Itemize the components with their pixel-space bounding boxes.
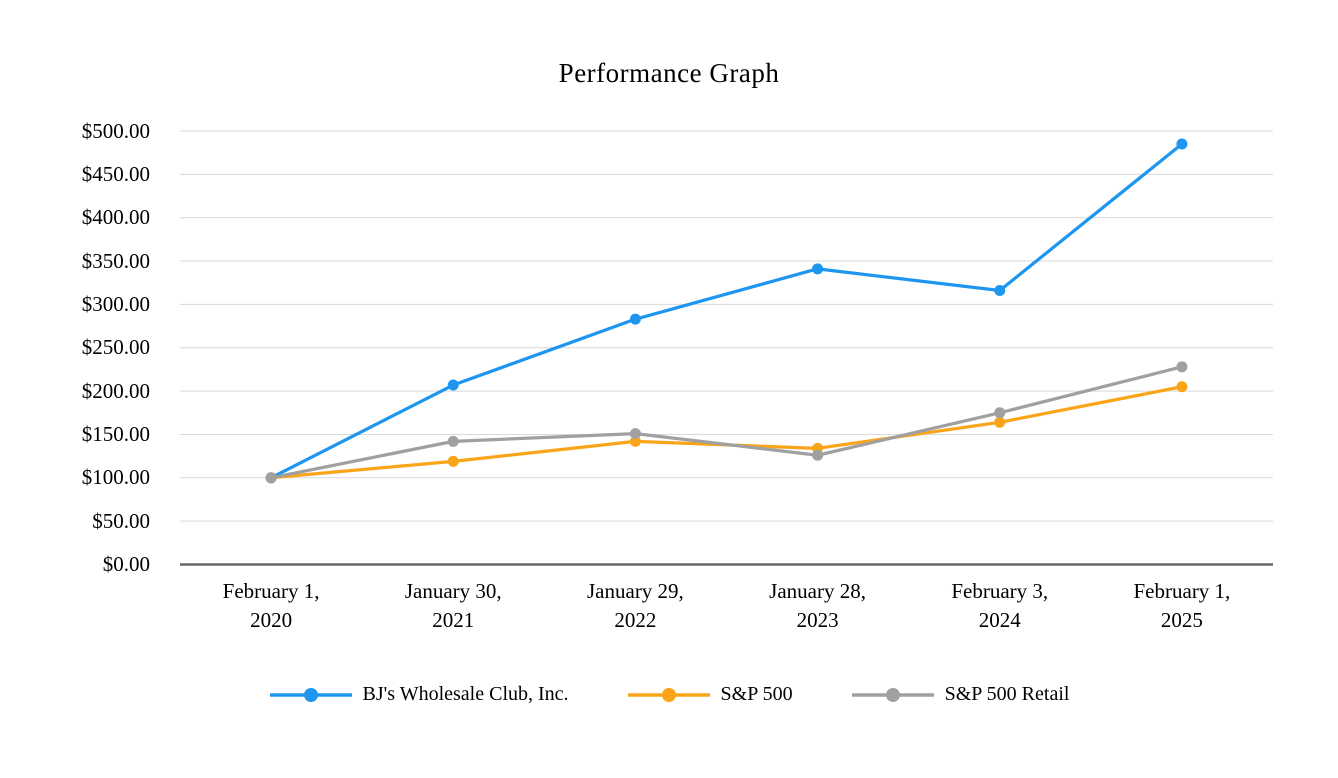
series-line-2 xyxy=(269,365,1184,480)
legend-label: S&P 500 Retail xyxy=(944,683,1070,705)
legend-label: BJ's Wholesale Club, Inc. xyxy=(362,683,569,705)
legend-item-sp500-retail: S&P 500 Retail xyxy=(851,683,1070,706)
data-point xyxy=(994,416,1006,428)
data-point xyxy=(812,449,824,461)
legend: BJ's Wholesale Club, Inc. S&P 500 S&P 50… xyxy=(0,683,1338,706)
data-point xyxy=(447,435,459,447)
data-point xyxy=(629,435,641,447)
data-point xyxy=(994,407,1006,419)
data-point xyxy=(1176,138,1188,150)
data-point xyxy=(812,263,824,275)
data-point xyxy=(1176,361,1188,373)
data-point xyxy=(1176,381,1188,393)
data-point xyxy=(447,455,459,467)
data-point xyxy=(629,428,641,440)
legend-marker-line-dot-icon xyxy=(269,687,352,702)
data-point xyxy=(994,285,1006,297)
legend-marker-line-dot-icon xyxy=(627,687,710,702)
chart-title: Performance Graph xyxy=(558,58,780,88)
data-point xyxy=(265,472,277,484)
data-point xyxy=(447,379,459,391)
legend-item-bjs-wholesale-club: BJ's Wholesale Club, Inc. xyxy=(269,683,569,706)
series-line-0 xyxy=(269,142,1184,480)
legend-label: S&P 500 xyxy=(720,683,793,705)
legend-marker-line-dot-icon xyxy=(851,687,934,702)
data-point xyxy=(629,313,641,325)
legend-item-sp500: S&P 500 xyxy=(627,683,793,706)
